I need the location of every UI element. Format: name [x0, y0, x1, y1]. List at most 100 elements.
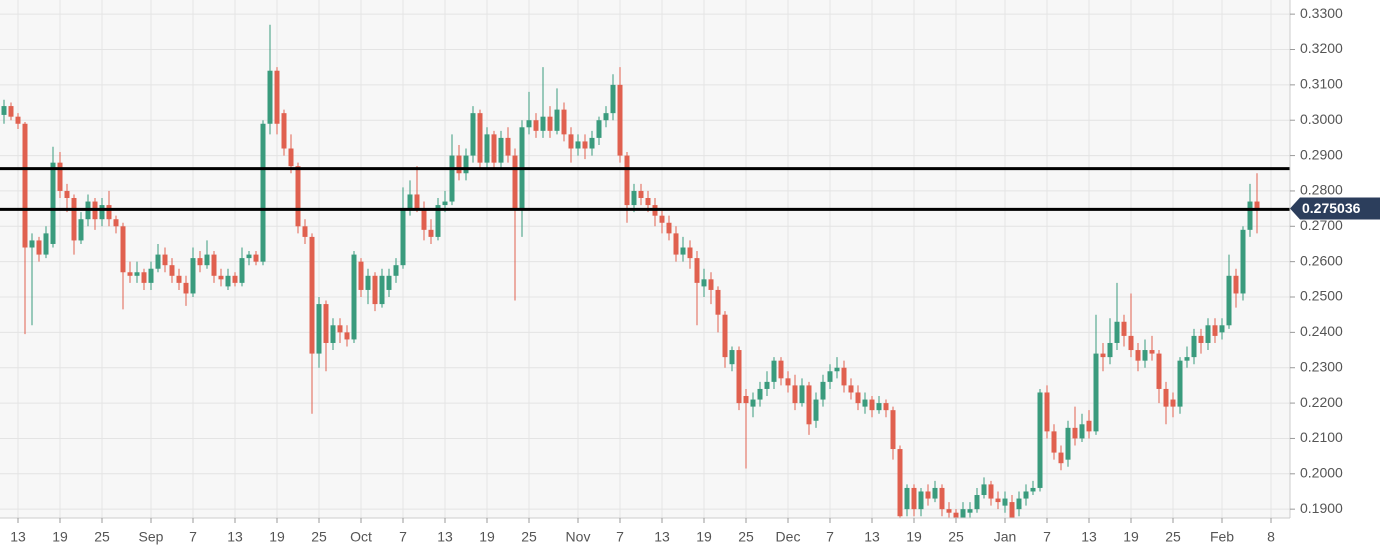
x-tick-label: 7 — [616, 529, 624, 545]
candle-body — [974, 495, 980, 510]
x-tick-label: 13 — [437, 529, 453, 545]
candle-body — [99, 205, 105, 220]
candle-body — [442, 201, 448, 206]
candle-body — [225, 275, 231, 287]
candle-body — [967, 509, 973, 513]
candle-body — [29, 240, 35, 248]
candle-body — [1205, 325, 1211, 343]
candle-body — [393, 265, 399, 276]
candle-body — [1142, 350, 1148, 361]
y-tick-label: 0.2200 — [1300, 394, 1343, 410]
x-tick-label: 8 — [1267, 529, 1275, 545]
candle-body — [1072, 427, 1078, 439]
candle-body — [680, 247, 686, 255]
y-tick-label: 0.3200 — [1300, 40, 1343, 56]
candle-body — [288, 148, 294, 167]
candle-body — [862, 399, 868, 407]
candle-body — [127, 272, 133, 276]
candle-body — [176, 275, 182, 283]
candle-body — [848, 385, 854, 393]
candle-body — [547, 116, 553, 131]
x-tick-label: Oct — [350, 529, 372, 545]
candle-body — [715, 289, 721, 315]
candle-body — [1107, 342, 1113, 358]
x-tick-label: 25 — [948, 529, 964, 545]
candle-body — [239, 258, 245, 283]
candle-body — [995, 498, 1001, 503]
candle-body — [694, 258, 700, 283]
overlay — [0, 167, 1290, 211]
candle-body — [883, 403, 889, 411]
y-tick-label: 0.2100 — [1300, 429, 1343, 445]
candle-body — [400, 208, 406, 266]
candle-body — [316, 304, 322, 354]
candle-body — [617, 84, 623, 156]
candle-body — [197, 258, 203, 266]
y-tick-label: 0.3100 — [1300, 76, 1343, 92]
candle-body — [631, 190, 637, 206]
candle-body — [561, 109, 567, 135]
x-tick-label: 25 — [738, 529, 754, 545]
candle-body — [855, 392, 861, 404]
y-tick-label: 0.2400 — [1300, 323, 1343, 339]
candle-body — [337, 325, 343, 333]
candle-body — [253, 254, 259, 262]
candle-body — [533, 120, 539, 131]
candle-body — [330, 325, 336, 343]
candle-body — [610, 84, 616, 114]
x-tick-label: Feb — [1210, 529, 1234, 545]
candle-body — [785, 378, 791, 386]
candle-body — [358, 261, 364, 290]
candle-body — [960, 509, 966, 518]
x-tick-label: 25 — [1165, 529, 1181, 545]
x-tick-label: 19 — [479, 529, 495, 545]
candle-body — [554, 109, 560, 131]
candle-body — [1037, 392, 1043, 488]
candle-body — [57, 162, 63, 191]
candle-body — [1044, 392, 1050, 432]
x-tick-label: 19 — [52, 529, 68, 545]
candle-body — [1163, 388, 1169, 407]
candle-body — [1009, 502, 1015, 518]
candle-body — [673, 233, 679, 255]
x-tick-label: Nov — [566, 529, 591, 545]
y-tick-label: 0.1900 — [1300, 500, 1343, 516]
candle-body — [1016, 498, 1022, 510]
candle-body — [505, 137, 511, 156]
candle-body — [1, 106, 7, 115]
candle-body — [1226, 275, 1232, 326]
candle-body — [1170, 399, 1176, 407]
candle-body — [190, 258, 196, 294]
candle-body — [218, 275, 224, 280]
candle-body — [498, 137, 504, 163]
candle-body — [281, 113, 287, 149]
candle-body — [1051, 431, 1057, 453]
candle-body — [841, 367, 847, 386]
candle-body — [1023, 491, 1029, 499]
x-tick-label: 19 — [1123, 529, 1139, 545]
candle-body — [1177, 360, 1183, 407]
candle-body — [645, 198, 651, 206]
candle-body — [309, 236, 315, 354]
candle-body — [820, 381, 826, 400]
candle-body — [134, 272, 140, 276]
candle-body — [1219, 325, 1225, 333]
candle-body — [876, 403, 882, 411]
candle-body — [512, 155, 518, 209]
x-tick-label: 7 — [399, 529, 407, 545]
candle-body — [1149, 350, 1155, 354]
candle-body — [1058, 452, 1064, 464]
candle-body — [470, 113, 476, 156]
candle-body — [792, 385, 798, 404]
candle-body — [1002, 498, 1008, 506]
candle-body — [365, 275, 371, 290]
x-tick-label: 13 — [1081, 529, 1097, 545]
candle-body — [78, 219, 84, 241]
candle-body — [1212, 325, 1218, 336]
candle-body — [407, 194, 413, 209]
candle-body — [1093, 353, 1099, 432]
candle-body — [750, 399, 756, 407]
candle-body — [183, 282, 189, 294]
candle-body — [666, 222, 672, 234]
candle-body — [1247, 201, 1253, 230]
